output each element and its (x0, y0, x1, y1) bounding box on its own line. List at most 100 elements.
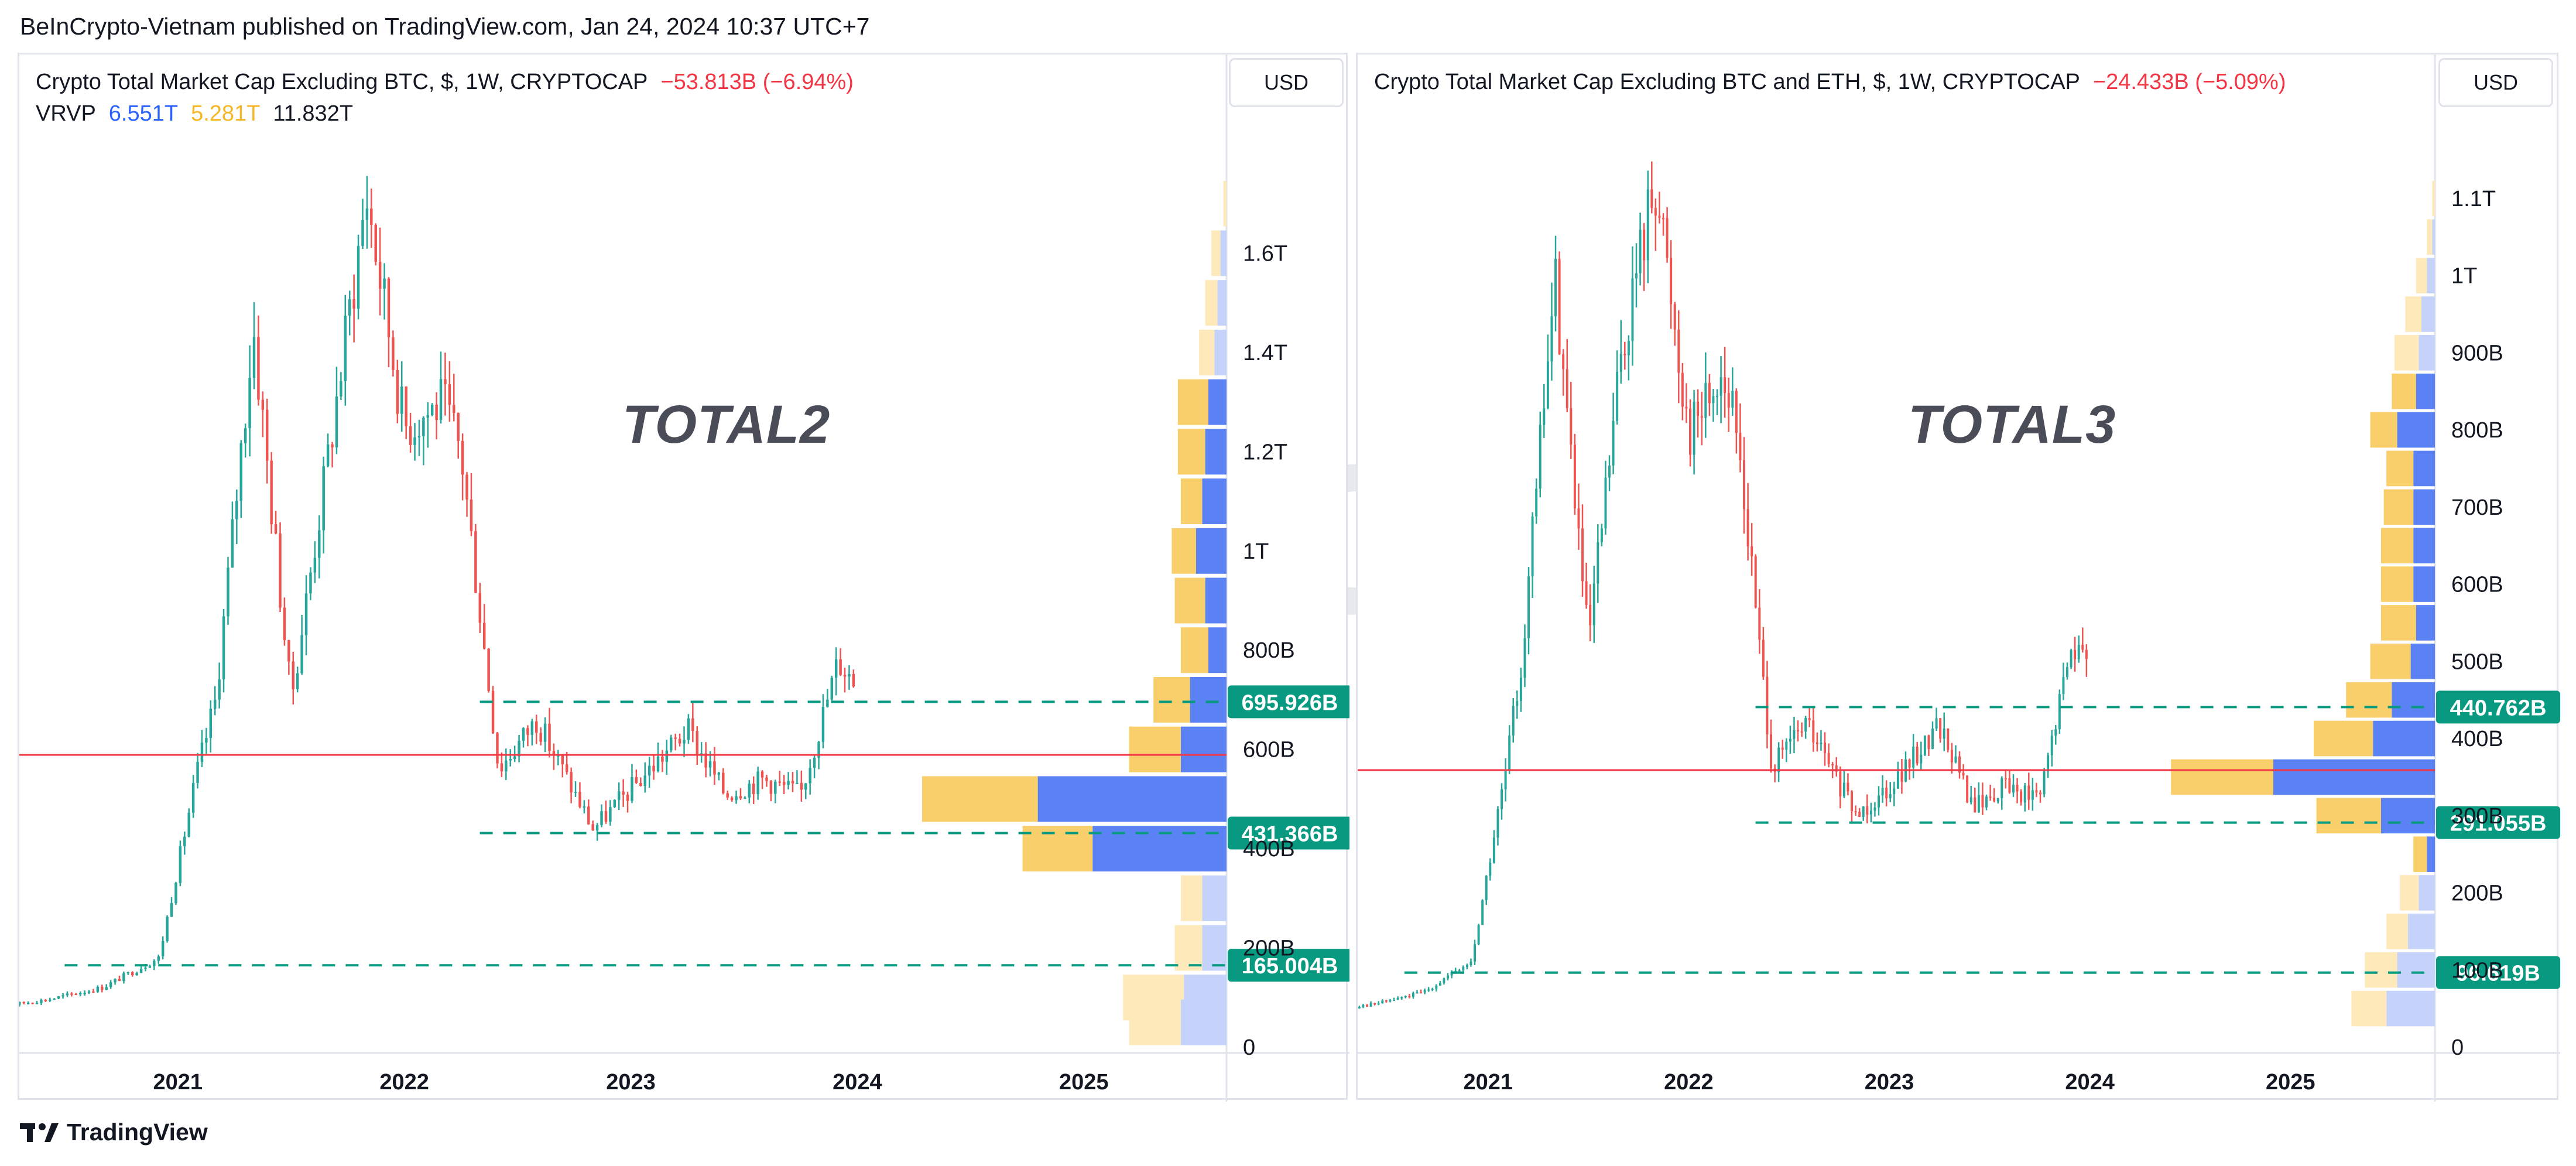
currency-button[interactable]: USD (2438, 58, 2553, 107)
candle-down (1766, 676, 1769, 734)
vrvp-down-bar (2381, 605, 2416, 641)
candle-up (361, 220, 364, 247)
candle-down (487, 648, 490, 691)
candle-up (1543, 408, 1546, 425)
candle-up (1508, 735, 1511, 770)
chart-legend-total3: Crypto Total Market Cap Excluding BTC an… (1374, 66, 2286, 98)
candle-up (1820, 742, 1823, 744)
vrvp-up-bar (1190, 676, 1227, 723)
vrvp-down-bar (1177, 379, 1208, 425)
vrvp-up-bar (2373, 720, 2435, 757)
candle-up (1381, 1000, 1384, 1004)
candle-up (357, 246, 360, 309)
candle-up (87, 991, 91, 993)
candle-down (370, 208, 373, 225)
candle-up (309, 572, 312, 594)
candle-up (139, 969, 143, 973)
candle-up (235, 501, 238, 519)
candle-up (187, 812, 190, 837)
candle-up (1447, 975, 1450, 979)
x-tick-label: 2021 (1463, 1070, 1513, 1095)
candle-down (1974, 797, 1976, 813)
chart-panel-total2[interactable]: 695.926B 431.366B 165.004B 1.6T 1.4T 1.2T 1T 80… (18, 53, 1349, 1102)
candle-down (448, 384, 451, 405)
y-tick-label: 1T (1243, 539, 1269, 564)
candle-down (1958, 756, 1961, 773)
candle-up (1400, 997, 1403, 999)
currency-button[interactable]: USD (1229, 58, 1344, 107)
candle-up (708, 761, 712, 768)
tradingview-brand: TradingView (67, 1119, 208, 1146)
candle-up (365, 208, 369, 220)
candle-down (1708, 382, 1711, 404)
candle-down (1835, 765, 1838, 772)
vrvp-up-bar (1208, 627, 1227, 673)
y-tick-label: 900B (2451, 341, 2503, 365)
candle-up (1604, 477, 1607, 529)
candle-up (1954, 756, 1957, 762)
candle-up (1539, 425, 1542, 489)
candle-down (261, 399, 265, 410)
candle-up (348, 299, 351, 316)
candle-up (583, 806, 586, 808)
candle-up (1496, 809, 1499, 838)
y-tick-label: 1.4T (1243, 341, 1287, 365)
candle-up (1693, 401, 1695, 455)
vrvp-down-bar (2400, 875, 2419, 911)
candle-up (518, 740, 520, 757)
candle-down (1585, 581, 1588, 605)
price-level-badge (1228, 685, 1349, 719)
candle-up (809, 768, 811, 784)
candle-down (1950, 750, 1953, 762)
candle-down (552, 751, 556, 756)
candle-up (2070, 650, 2073, 668)
candle-up (326, 444, 330, 467)
x-tick-label: 2022 (379, 1070, 429, 1095)
y-tick-label: 600B (1243, 738, 1295, 762)
price-level-badge (2436, 690, 2560, 724)
candle-up (1412, 993, 1414, 997)
x-tick-label: 2022 (1664, 1070, 1714, 1095)
candle-up (183, 836, 186, 846)
candle-down (396, 370, 399, 414)
x-tick-label: 2024 (2065, 1070, 2115, 1095)
candle-down (131, 972, 134, 976)
candle-down (287, 640, 290, 662)
candle-up (218, 679, 221, 700)
candle-up (1458, 970, 1461, 972)
candle-down (1858, 812, 1861, 818)
chart-canvas-total3[interactable]: 440.762B 291.055B 96.619B 1.1T 1T 900B 800B 700… (1358, 54, 2560, 1102)
price-level-text: 695.926B (1242, 690, 1338, 715)
candle-up (26, 1003, 30, 1004)
candle-down (765, 777, 768, 781)
candle-down (465, 474, 468, 500)
candle-up (530, 721, 534, 735)
price-level-label: 96.619B (2436, 956, 2560, 989)
chart-panel-total3[interactable]: 440.762B 291.055B 96.619B 1.1T 1T 900B 800B 700… (1356, 53, 2560, 1102)
chart-canvas-total2[interactable]: 695.926B 431.366B 165.004B 1.6T 1.4T 1.2T 1T 80… (19, 54, 1349, 1102)
vrvp-up-bar (1205, 429, 1227, 475)
vrvp-down-bar (1153, 676, 1190, 723)
candle-down (482, 623, 486, 649)
candle-down (852, 673, 855, 687)
candle-up (848, 673, 851, 677)
candle-down (270, 460, 273, 525)
vrvp-down-bar (2365, 952, 2397, 988)
tradingview-footer[interactable]: TradingView (20, 1119, 208, 1146)
candle-down (2008, 778, 2011, 793)
vrvp-label[interactable]: VRVP (36, 101, 96, 126)
candle-down (1812, 720, 1815, 743)
price-level-badge (2436, 806, 2560, 839)
candle-down (1939, 718, 1942, 739)
candle-up (522, 728, 525, 741)
candle-up (717, 772, 721, 775)
candle-up (248, 378, 251, 429)
candle-down (570, 772, 573, 793)
vrvp-down-bar (2314, 720, 2373, 757)
candle-up (1504, 769, 1507, 789)
candle-up (744, 797, 746, 799)
candle-down (1566, 369, 1568, 408)
y-tick-label: 1.2T (1243, 440, 1287, 464)
candle-down (1800, 731, 1803, 733)
candle-up (2050, 736, 2053, 755)
